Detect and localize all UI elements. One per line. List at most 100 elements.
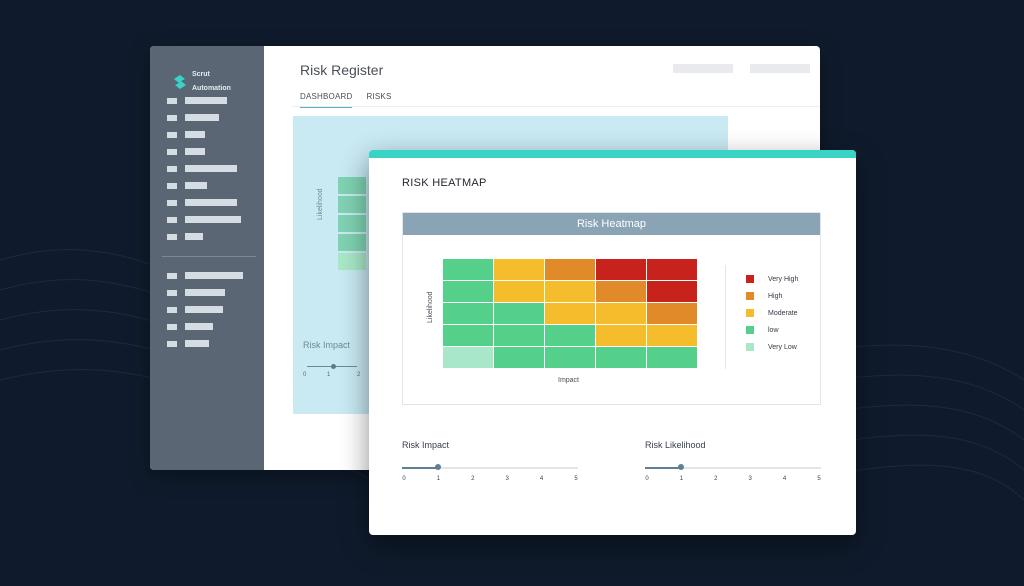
legend-label: low xyxy=(768,326,779,334)
heatmap-cell xyxy=(647,347,698,369)
nav-label-placeholder xyxy=(185,323,213,330)
heatmap-cell xyxy=(337,195,367,214)
sidebar-item[interactable] xyxy=(167,340,209,347)
nav-label-placeholder xyxy=(185,97,227,104)
heatmap-cell xyxy=(596,325,647,347)
heatmap-cell xyxy=(494,303,545,325)
nav-icon xyxy=(167,165,177,172)
heatmap-cell xyxy=(596,303,647,325)
sidebar-item[interactable] xyxy=(167,216,241,223)
nav-label-placeholder xyxy=(185,306,223,313)
sidebar-item[interactable] xyxy=(167,289,225,296)
heatmap-cell xyxy=(545,347,596,369)
sidebar-item[interactable] xyxy=(167,199,237,206)
tab-divider xyxy=(292,106,820,107)
legend-item: Very High xyxy=(746,275,798,283)
slider-ticks: 0 1 2 3 4 5 xyxy=(402,476,578,486)
x-axis-label: Impact xyxy=(558,377,580,384)
nav-icon xyxy=(167,272,177,279)
sidebar-item[interactable] xyxy=(167,114,219,121)
heatmap-card: Risk Heatmap Likelihood Impact Very High… xyxy=(402,212,821,405)
nav-icon xyxy=(167,323,177,330)
slider-tick: 4 xyxy=(539,476,544,482)
nav-icon xyxy=(167,182,177,189)
sidebar-item[interactable] xyxy=(167,165,237,172)
tab-risks[interactable]: RISKS xyxy=(366,92,392,101)
heatmap-cell xyxy=(647,303,698,325)
legend-label: Moderate xyxy=(768,309,798,317)
heatmap-cell xyxy=(337,252,367,271)
heatmap-cell xyxy=(443,325,494,347)
section-title: RISK HEATMAP xyxy=(402,177,487,189)
heatmap-cell xyxy=(545,259,596,281)
brand-name-line2: Automation xyxy=(192,85,231,92)
brand-logo: Scrut Automation xyxy=(172,64,231,99)
heatmap-cell xyxy=(545,303,596,325)
nav-label-placeholder xyxy=(185,272,243,279)
slider-thumb[interactable] xyxy=(678,464,685,470)
slider-label: Risk Impact xyxy=(303,340,351,350)
heatmap-cell xyxy=(443,259,494,281)
brand-name: Scrut Automation xyxy=(192,64,231,99)
heatmap-cell xyxy=(494,281,545,303)
page-title: Risk Register xyxy=(300,62,384,78)
slider-tick: 1 xyxy=(679,476,684,482)
sidebar-item[interactable] xyxy=(167,182,207,189)
heatmap-cell xyxy=(337,176,367,195)
slider-track[interactable] xyxy=(645,467,821,469)
heatmap-cell xyxy=(647,281,698,303)
sidebar: Scrut Automation xyxy=(150,46,264,470)
brand-name-line1: Scrut xyxy=(192,71,210,78)
risk-heatmap-window: RISK HEATMAP Risk Heatmap Likelihood Imp… xyxy=(369,150,856,535)
slider-tick: 0 xyxy=(402,476,406,482)
slider-fill xyxy=(402,467,439,469)
sidebar-item[interactable] xyxy=(167,97,227,104)
slider-thumb[interactable] xyxy=(331,364,336,369)
legend-item: Moderate xyxy=(746,309,798,317)
tab-dashboard[interactable]: DASHBOARD xyxy=(300,92,353,108)
slider-thumb[interactable] xyxy=(435,464,442,470)
heatmap-cell xyxy=(443,303,494,325)
legend-swatch xyxy=(746,343,754,351)
sidebar-divider xyxy=(162,256,256,257)
sidebar-item[interactable] xyxy=(167,233,203,240)
legend-divider xyxy=(725,265,726,369)
legend-item: High xyxy=(746,292,782,300)
slider-track[interactable] xyxy=(402,467,578,469)
sidebar-item[interactable] xyxy=(167,272,243,279)
legend-swatch xyxy=(746,326,754,334)
nav-icon xyxy=(167,199,177,206)
legend-item: low xyxy=(746,326,779,334)
slider-tick: 3 xyxy=(748,476,752,482)
legend-label: High xyxy=(768,292,783,300)
heatmap-cell xyxy=(596,259,647,281)
nav-icon xyxy=(167,306,177,313)
slider-ticks: 0 1 2 3 4 5 xyxy=(645,476,821,486)
sidebar-item[interactable] xyxy=(167,306,223,313)
heatmap-cell xyxy=(545,325,596,347)
heatmap-cell xyxy=(337,233,367,252)
sidebar-item[interactable] xyxy=(167,148,205,155)
window-accent-bar xyxy=(369,150,856,158)
heatmap-cell xyxy=(337,214,367,233)
nav-label-placeholder xyxy=(185,340,209,347)
nav-icon xyxy=(167,97,177,104)
heatmap-cell xyxy=(596,347,647,369)
heatmap-cell xyxy=(443,281,494,303)
header-placeholder xyxy=(673,64,733,73)
nav-icon xyxy=(167,216,177,223)
y-axis-label: Likelihood xyxy=(427,291,434,323)
slider-tick: 5 xyxy=(574,476,578,482)
heatmap-cell xyxy=(596,281,647,303)
nav-label-placeholder xyxy=(185,289,225,296)
sidebar-item[interactable] xyxy=(167,323,213,330)
nav-icon xyxy=(167,233,177,240)
sidebar-item[interactable] xyxy=(167,131,205,138)
heatmap-cell xyxy=(545,281,596,303)
heatmap-cell xyxy=(647,325,698,347)
nav-label-placeholder xyxy=(185,233,203,240)
nav-icon xyxy=(167,131,177,138)
nav-label-placeholder xyxy=(185,114,219,121)
risk-likelihood-slider: Risk Likelihood 0 1 2 3 4 5 xyxy=(645,440,821,482)
slider-tick: 0 xyxy=(303,372,307,378)
